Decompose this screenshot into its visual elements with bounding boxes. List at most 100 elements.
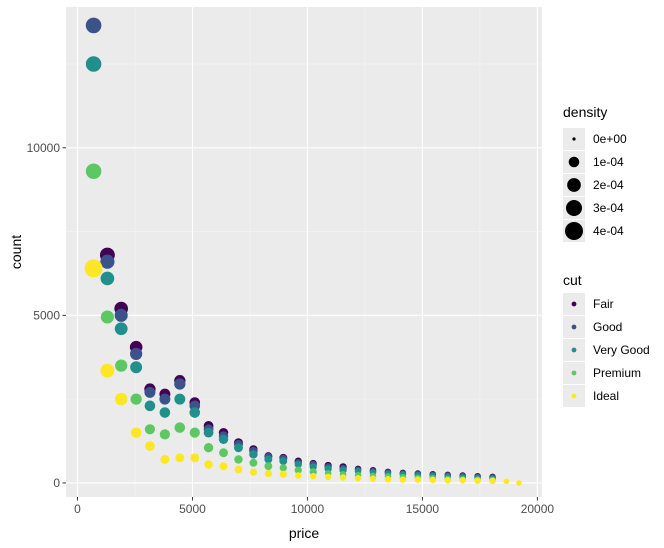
grid-minor (66, 7, 542, 497)
size-legend-symbol (572, 137, 576, 141)
point-premium (85, 163, 102, 180)
point-ideal (130, 427, 142, 438)
x-tick-label: 20000 (521, 502, 555, 516)
point-very-good (130, 361, 143, 374)
point-very-good (203, 427, 214, 438)
point-ideal (384, 475, 392, 483)
color-legend-symbol (571, 324, 577, 330)
point-premium (115, 359, 128, 372)
point-ideal (339, 474, 347, 481)
point-ideal (503, 478, 510, 485)
point-premium (174, 422, 186, 433)
color-legend-label: Ideal (593, 389, 619, 403)
point-good (85, 17, 102, 34)
size-legend-label: 1e-04 (593, 155, 624, 169)
point-premium (203, 443, 214, 453)
point-very-good (189, 407, 201, 418)
point-ideal (324, 473, 332, 481)
point-very-good (264, 455, 273, 464)
point-premium (264, 462, 273, 471)
point-ideal (145, 441, 155, 451)
size-legend-symbol (567, 178, 581, 192)
point-good (144, 386, 156, 398)
x-tick-label: 10000 (291, 502, 325, 516)
y-tick-label: 5000 (33, 308, 60, 322)
point-ideal (190, 453, 200, 463)
point-premium (100, 310, 114, 324)
point-ideal (354, 474, 362, 482)
point-ideal (175, 453, 185, 463)
point-premium (159, 429, 170, 440)
x-tick-label: 0 (74, 502, 81, 516)
point-ideal (369, 475, 377, 482)
point-very-good (218, 434, 229, 445)
point-premium (219, 448, 228, 458)
color-legend-symbol (571, 347, 577, 353)
color-legend-title: cut (563, 272, 582, 288)
point-ideal (204, 460, 213, 469)
point-very-good (249, 450, 258, 459)
point-ideal (234, 465, 243, 474)
size-legend-title: density (563, 104, 607, 120)
size-legend-symbol (565, 222, 583, 240)
color-legend-label: Good (593, 320, 622, 334)
point-very-good (159, 407, 171, 418)
color-legend-symbol (571, 301, 577, 307)
point-ideal (444, 476, 451, 484)
point-good (130, 347, 143, 361)
point-ideal (474, 477, 481, 484)
x-tick-label: 5000 (179, 502, 206, 516)
grid-major (66, 7, 542, 497)
x-axis: 0 5000 10000 15000 20000 (74, 497, 554, 516)
data-points (84, 17, 522, 486)
point-ideal (249, 468, 258, 476)
point-good (100, 254, 115, 269)
point-good (114, 308, 128, 322)
point-premium (234, 455, 243, 464)
size-legend-label: 4e-04 (593, 224, 624, 238)
point-very-good (144, 400, 156, 412)
x-tick-label: 15000 (406, 502, 440, 516)
point-ideal (295, 472, 302, 479)
color-legend-symbol (571, 370, 577, 376)
point-ideal (160, 454, 170, 464)
point-premium (144, 424, 156, 435)
point-good (159, 393, 171, 405)
point-ideal (100, 363, 115, 378)
point-ideal (309, 472, 317, 480)
size-legend-label: 3e-04 (593, 201, 624, 215)
color-legend-label: Very Good (593, 343, 650, 357)
point-ideal (459, 476, 466, 484)
point-ideal (516, 480, 522, 486)
size-legend-label: 0e+00 (593, 132, 627, 146)
point-ideal (219, 462, 228, 471)
point-very-good (174, 393, 186, 405)
point-very-good (233, 443, 243, 453)
point-ideal (414, 476, 422, 483)
point-ideal (429, 476, 437, 484)
point-good (174, 378, 186, 390)
point-premium (279, 464, 287, 472)
size-legend-symbol (565, 199, 583, 217)
color-legend: cut Fair Good Very Good Premium Ideal (563, 272, 650, 407)
y-tick-label: 0 (53, 476, 60, 490)
point-ideal (114, 392, 128, 406)
color-legend-symbol (571, 393, 577, 399)
color-legend-label: Fair (593, 297, 614, 311)
y-axis: 0 5000 10000 (27, 141, 66, 490)
point-very-good (279, 457, 288, 466)
point-ideal (489, 477, 496, 485)
point-very-good (100, 271, 115, 286)
point-premium (249, 458, 258, 467)
size-legend-symbol (568, 156, 580, 168)
point-ideal (399, 476, 407, 483)
point-very-good (85, 56, 102, 72)
point-very-good (114, 322, 128, 336)
color-legend-label: Premium (593, 366, 641, 380)
point-ideal (279, 470, 287, 478)
x-axis-title: price (289, 525, 320, 541)
point-premium (294, 466, 302, 474)
point-very-good (309, 463, 317, 471)
y-axis-title: count (8, 235, 24, 269)
